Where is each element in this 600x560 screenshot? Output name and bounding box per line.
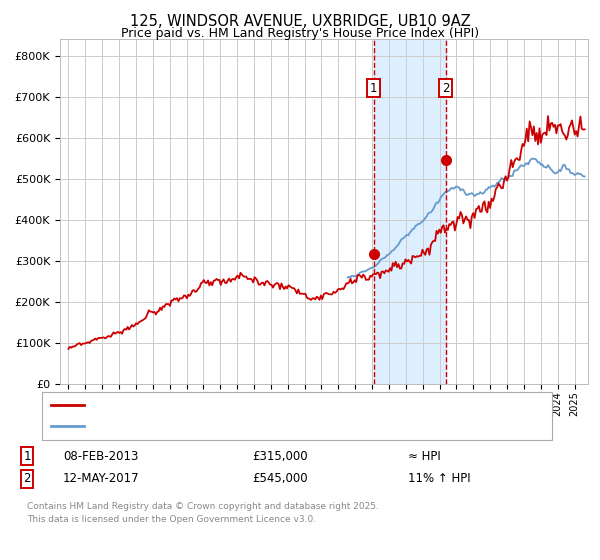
Bar (374, 39, 446, 384)
Text: 11% ↑ HPI: 11% ↑ HPI (408, 472, 470, 486)
Text: This data is licensed under the Open Government Licence v3.0.: This data is licensed under the Open Gov… (27, 515, 316, 524)
Text: Price paid vs. HM Land Registry's House Price Index (HPI): Price paid vs. HM Land Registry's House … (121, 27, 479, 40)
Text: 125, WINDSOR AVENUE, UXBRIDGE, UB10 9AZ (semi-detached house): 125, WINDSOR AVENUE, UXBRIDGE, UB10 9AZ … (90, 400, 482, 410)
Text: HPI: Average price, semi-detached house, Hillingdon: HPI: Average price, semi-detached house,… (90, 421, 383, 431)
Text: £315,000: £315,000 (252, 450, 308, 463)
Text: 2: 2 (23, 472, 31, 486)
Text: £545,000: £545,000 (252, 472, 308, 486)
Text: Contains HM Land Registry data © Crown copyright and database right 2025.: Contains HM Land Registry data © Crown c… (27, 502, 379, 511)
Text: 08-FEB-2013: 08-FEB-2013 (63, 450, 139, 463)
Text: 12-MAY-2017: 12-MAY-2017 (63, 472, 140, 486)
Text: 1: 1 (370, 82, 377, 95)
Text: 2: 2 (442, 82, 449, 95)
Text: 125, WINDSOR AVENUE, UXBRIDGE, UB10 9AZ: 125, WINDSOR AVENUE, UXBRIDGE, UB10 9AZ (130, 14, 470, 29)
Text: ≈ HPI: ≈ HPI (408, 450, 441, 463)
Text: 1: 1 (23, 450, 31, 463)
